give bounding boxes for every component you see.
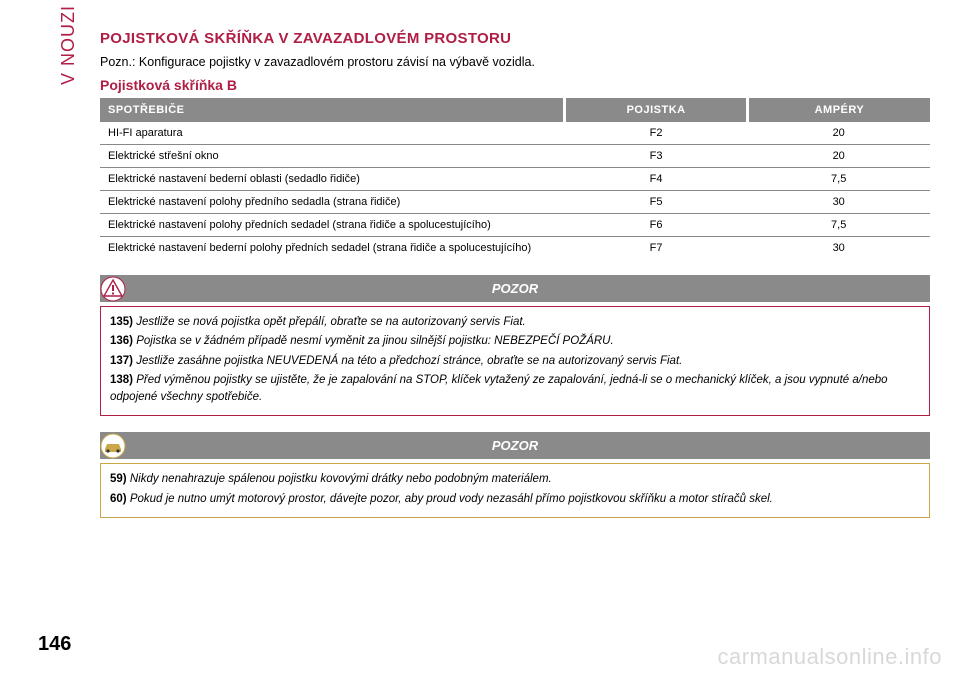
warning-num: 137) <box>110 355 136 367</box>
table-cell: Elektrické nastavení bederní polohy před… <box>100 237 565 260</box>
fuse-table-head: SPOTŘEBIČE POJISTKA AMPÉRY <box>100 98 930 122</box>
table-cell: Elektrické střešní okno <box>100 145 565 168</box>
table-cell: Elektrické nastavení bederní oblasti (se… <box>100 168 565 191</box>
warning-text: Jestliže zasáhne pojistka NEUVEDENÁ na t… <box>136 355 682 367</box>
warning-header-2: POZOR <box>100 432 930 459</box>
warning-item: 137) Jestliže zasáhne pojistka NEUVEDENÁ… <box>110 353 920 370</box>
table-cell: F6 <box>565 214 748 237</box>
warning-item: 60) Pokud je nutno umýt motorový prostor… <box>110 491 920 508</box>
page-content: POJISTKOVÁ SKŘÍŇKA V ZAVAZADLOVÉM PROSTO… <box>100 30 930 534</box>
warning-num: 136) <box>110 335 136 347</box>
warning-text: Pojistka se v žádném případě nesmí vyměn… <box>136 335 613 347</box>
warning-box-1: 135) Jestliže se nová pojistka opět přep… <box>100 306 930 416</box>
col-fuse: POJISTKA <box>565 98 748 122</box>
table-cell: 20 <box>747 122 930 145</box>
car-warning-icon <box>100 433 126 459</box>
warning-triangle-icon <box>100 276 126 302</box>
warning-box-2: 59) Nikdy nenahrazuje spálenou pojistku … <box>100 463 930 518</box>
table-cell: F5 <box>565 191 748 214</box>
warning-num: 135) <box>110 316 136 328</box>
page-number: 146 <box>38 633 71 656</box>
warning-text: Před výměnou pojistky se ujistěte, že je… <box>110 374 888 403</box>
table-row: Elektrické nastavení polohy předního sed… <box>100 191 930 214</box>
table-cell: F2 <box>565 122 748 145</box>
table-cell: F3 <box>565 145 748 168</box>
warning-num: 60) <box>110 493 130 505</box>
heading-sub: Pojistková skříňka B <box>100 77 930 93</box>
table-cell: 7,5 <box>747 168 930 191</box>
table-row: Elektrické nastavení bederní polohy před… <box>100 237 930 260</box>
section-label: V NOUZI <box>58 5 79 85</box>
table-cell: 30 <box>747 237 930 260</box>
table-cell: Elektrické nastavení polohy předních sed… <box>100 214 565 237</box>
table-row: Elektrické nastavení polohy předních sed… <box>100 214 930 237</box>
warning-item: 135) Jestliže se nová pojistka opět přep… <box>110 314 920 331</box>
warning-item: 136) Pojistka se v žádném případě nesmí … <box>110 333 920 350</box>
table-row: HI-FI aparaturaF220 <box>100 122 930 145</box>
table-cell: F7 <box>565 237 748 260</box>
warning-title-1: POZOR <box>492 281 538 296</box>
heading-main: POJISTKOVÁ SKŘÍŇKA V ZAVAZADLOVÉM PROSTO… <box>100 30 930 47</box>
warning-text: Jestliže se nová pojistka opět přepálí, … <box>136 316 526 328</box>
warning-title-2: POZOR <box>492 438 538 453</box>
table-cell: 7,5 <box>747 214 930 237</box>
warning-item: 138) Před výměnou pojistky se ujistěte, … <box>110 372 920 407</box>
config-note: Pozn.: Konfigurace pojistky v zavazadlov… <box>100 55 930 69</box>
warning-header-1: POZOR <box>100 275 930 302</box>
table-cell: Elektrické nastavení polohy předního sed… <box>100 191 565 214</box>
table-cell: 30 <box>747 191 930 214</box>
table-row: Elektrické nastavení bederní oblasti (se… <box>100 168 930 191</box>
table-cell: 20 <box>747 145 930 168</box>
table-row: Elektrické střešní oknoF320 <box>100 145 930 168</box>
col-device: SPOTŘEBIČE <box>100 98 565 122</box>
fuse-table: SPOTŘEBIČE POJISTKA AMPÉRY HI-FI aparatu… <box>100 98 930 259</box>
watermark: carmanualsonline.info <box>717 644 942 670</box>
warning-num: 138) <box>110 374 136 386</box>
table-cell: HI-FI aparatura <box>100 122 565 145</box>
table-cell: F4 <box>565 168 748 191</box>
col-amps: AMPÉRY <box>747 98 930 122</box>
warning-num: 59) <box>110 473 130 485</box>
warning-text: Pokud je nutno umýt motorový prostor, dá… <box>130 493 773 505</box>
warning-text: Nikdy nenahrazuje spálenou pojistku kovo… <box>130 473 552 485</box>
warning-item: 59) Nikdy nenahrazuje spálenou pojistku … <box>110 471 920 488</box>
